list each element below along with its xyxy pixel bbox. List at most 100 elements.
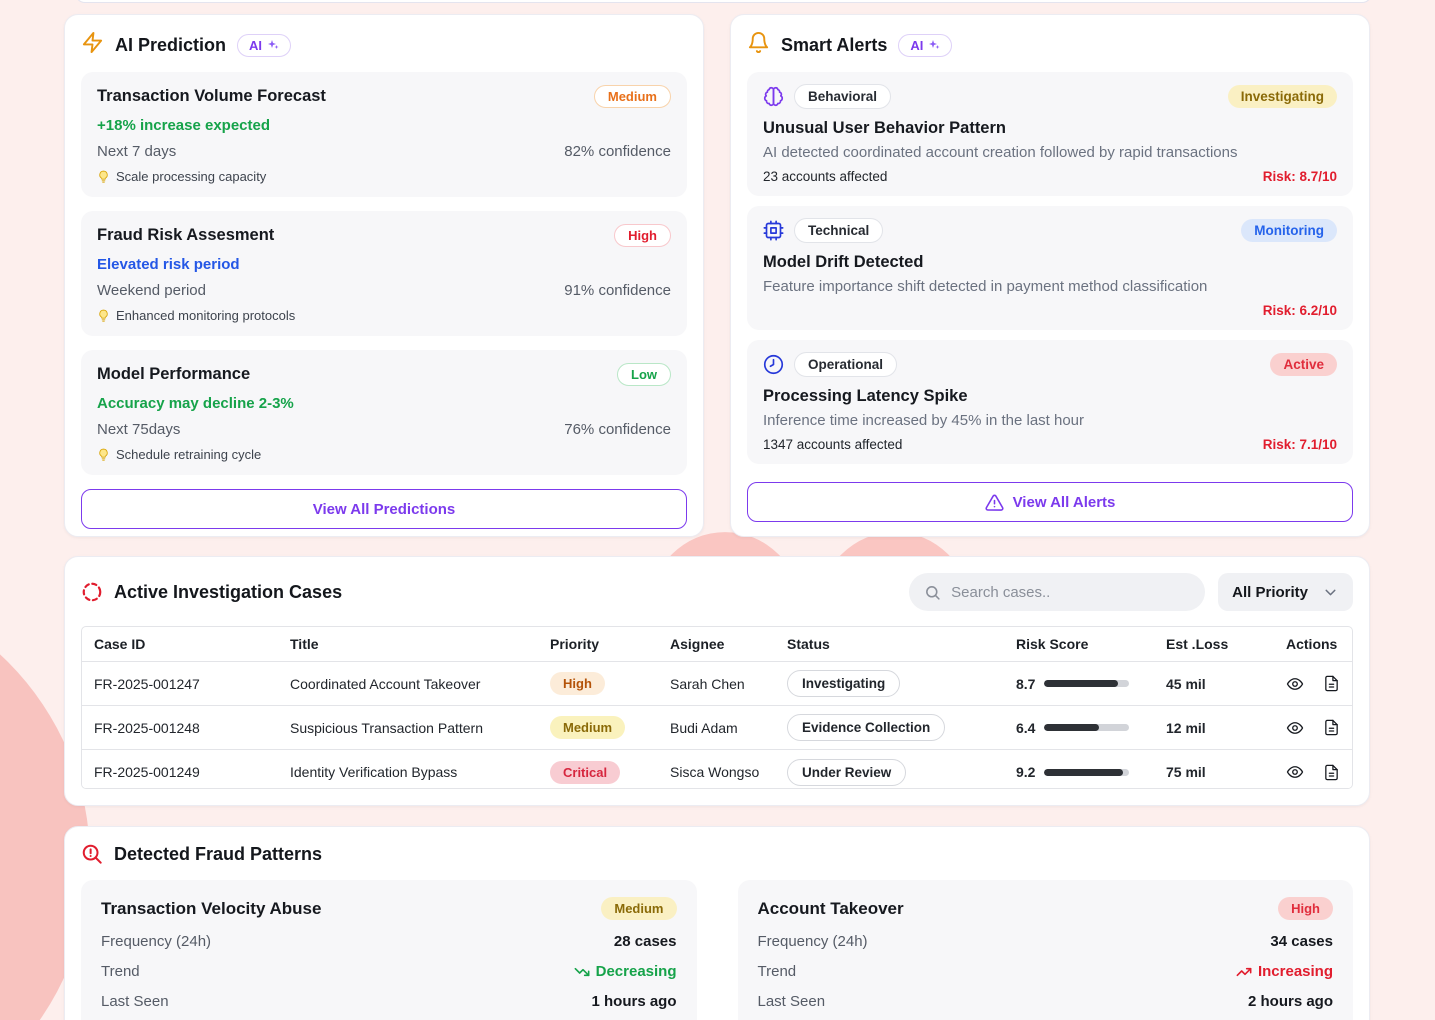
severity-badge: Medium <box>601 897 677 920</box>
file-text-icon <box>1325 764 1338 780</box>
view-case-button[interactable] <box>1286 719 1304 737</box>
impact-badge: Medium <box>593 85 671 108</box>
trending-down-icon <box>574 967 590 976</box>
case-status-badge: Evidence Collection <box>787 714 946 741</box>
risk-score-value: 8.7 <box>1016 675 1036 692</box>
impact-badge: High <box>614 224 671 247</box>
search-icon <box>926 585 940 600</box>
sparkles-icon <box>268 40 279 49</box>
file-text-icon <box>1325 675 1338 692</box>
column-header-priority: Priority <box>550 636 600 652</box>
frequency-label: Frequency (24h) <box>757 933 868 950</box>
eye-icon <box>1286 766 1304 778</box>
case-report-button[interactable] <box>1323 675 1340 692</box>
case-assignee: Sisca Wongso <box>670 764 760 780</box>
prediction-highlight: +18% increase expected <box>97 117 271 134</box>
ai-prediction-title: AI Prediction <box>115 34 227 55</box>
priority-filter-select[interactable]: All Priority <box>1218 573 1353 611</box>
prediction-item: Fraud Risk Assesment High Elevated risk … <box>81 211 687 336</box>
view-all-alerts-label: View All Alerts <box>1012 493 1116 511</box>
cutoff-card-above <box>75 0 1372 3</box>
trend-value: Decreasing <box>595 963 677 980</box>
prediction-confidence: 76% confidence <box>564 421 671 438</box>
alert-status-badge: Investigating <box>1227 85 1337 108</box>
alert-risk: Risk: 8.7/10 <box>1262 169 1337 184</box>
search-alert-icon <box>82 844 102 864</box>
search-cases-box[interactable] <box>909 573 1206 611</box>
ai-badge-label: AI <box>910 37 924 53</box>
smart-alerts-card: Smart Alerts AI Behavioral Investigating… <box>730 14 1370 537</box>
patterns-title: Detected Fraud Patterns <box>114 843 323 864</box>
prediction-period: Next 7 days <box>97 143 177 160</box>
prediction-period: Next 75days <box>97 421 181 438</box>
trend-label: Trend <box>757 963 797 980</box>
priority-filter-label: All Priority <box>1232 583 1308 601</box>
smart-alerts-title: Smart Alerts <box>781 34 888 55</box>
last-seen-label: Last Seen <box>757 993 826 1010</box>
column-header-est-loss: Est .Loss <box>1166 636 1229 652</box>
alert-title: Processing Latency Spike <box>763 387 968 405</box>
column-header-title: Title <box>290 636 319 652</box>
table-row: FR-2025-001247 Coordinated Account Takeo… <box>82 662 1352 706</box>
case-title: Suspicious Transaction Pattern <box>290 719 483 736</box>
last-seen-value: 2 hours ago <box>1247 993 1333 1010</box>
case-status-badge: Investigating <box>787 670 901 697</box>
alert-title: Model Drift Detected <box>763 253 924 271</box>
lightbulb-icon <box>99 448 108 461</box>
lightbulb-icon <box>99 309 108 322</box>
column-header-assignee: Asignee <box>670 636 725 652</box>
estimated-loss: 75 mil <box>1166 764 1206 780</box>
brain-icon <box>763 86 784 107</box>
alert-affected: 23 accounts affected <box>763 169 888 184</box>
ai-badge: AI <box>898 33 953 57</box>
sparkles-icon <box>929 40 940 49</box>
alert-triangle-icon <box>985 494 1004 511</box>
estimated-loss: 12 mil <box>1166 719 1206 736</box>
patterns-header: Detected Fraud Patterns <box>65 827 1369 878</box>
priority-badge: Medium <box>550 716 626 739</box>
target-icon <box>82 582 102 602</box>
eye-icon <box>1286 677 1304 690</box>
prediction-title: Model Performance <box>97 365 251 383</box>
cases-table-header: Case ID Title Priority Asignee Status Ri… <box>82 627 1352 662</box>
view-case-button[interactable] <box>1286 763 1304 781</box>
cases-header: Active Investigation Cases All Priority <box>65 557 1369 624</box>
chevron-down-icon <box>1325 589 1336 595</box>
case-assignee: Budi Adam <box>670 719 738 736</box>
prediction-item: Transaction Volume Forecast Medium +18% … <box>81 72 687 197</box>
alert-category-badge: Behavioral <box>794 84 892 109</box>
risk-score-value: 9.2 <box>1016 764 1036 780</box>
alert-status-badge: Active <box>1270 353 1337 376</box>
view-all-predictions-button[interactable]: View All Predictions <box>81 489 687 529</box>
pattern-card: Account Takeover High Frequency (24h) 34… <box>737 880 1353 1020</box>
trend-label: Trend <box>101 963 140 980</box>
risk-score-bar <box>1044 724 1130 731</box>
prediction-title: Fraud Risk Assesment <box>97 226 275 244</box>
prediction-confidence: 91% confidence <box>564 282 671 299</box>
view-case-button[interactable] <box>1286 675 1304 693</box>
ai-badge-label: AI <box>249 37 263 53</box>
case-report-button[interactable] <box>1323 764 1340 781</box>
priority-badge: Critical <box>550 760 621 784</box>
prediction-hint: Schedule retraining cycle <box>116 447 262 462</box>
case-status-badge: Under Review <box>787 758 907 786</box>
prediction-highlight: Accuracy may decline 2-3% <box>97 395 294 412</box>
case-id: FR-2025-001247 <box>94 675 200 692</box>
last-seen-label: Last Seen <box>101 993 169 1010</box>
pattern-title: Transaction Velocity Abuse <box>101 898 322 918</box>
cpu-icon <box>763 220 784 241</box>
frequency-value: 28 cases <box>613 933 677 950</box>
search-cases-input[interactable] <box>951 583 1191 601</box>
pattern-title: Account Takeover <box>757 898 904 918</box>
severity-badge: High <box>1278 897 1333 920</box>
cases-title: Active Investigation Cases <box>114 581 343 602</box>
prediction-title: Transaction Volume Forecast <box>97 87 326 105</box>
alert-description: AI detected coordinated account creation… <box>763 144 1238 161</box>
investigation-cases-card: Active Investigation Cases All Priority … <box>64 556 1370 806</box>
view-all-alerts-button[interactable]: View All Alerts <box>747 482 1353 522</box>
case-report-button[interactable] <box>1323 719 1340 736</box>
alert-item: Technical Monitoring Model Drift Detecte… <box>747 206 1353 330</box>
table-row: FR-2025-001248 Suspicious Transaction Pa… <box>82 706 1352 750</box>
pattern-card: Transaction Velocity Abuse Medium Freque… <box>81 880 697 1020</box>
